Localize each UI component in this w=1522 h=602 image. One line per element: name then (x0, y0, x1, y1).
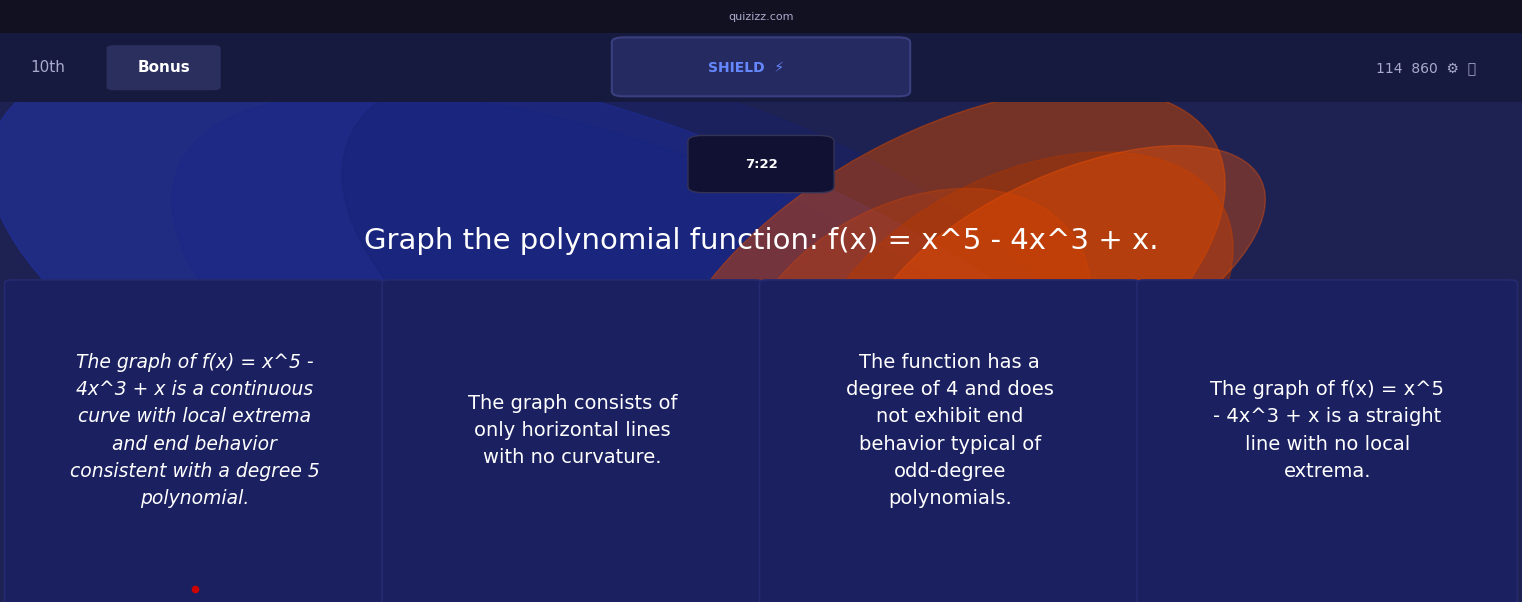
Text: SHIELD  ⚡: SHIELD ⚡ (708, 61, 784, 75)
Ellipse shape (735, 188, 1091, 486)
FancyBboxPatch shape (612, 37, 910, 96)
Text: Bonus: Bonus (139, 60, 190, 75)
Text: 10th: 10th (30, 60, 65, 75)
FancyBboxPatch shape (688, 135, 834, 193)
FancyBboxPatch shape (107, 45, 221, 90)
Text: quizizz.com: quizizz.com (728, 11, 794, 22)
Text: 114  860  ⚙  ⧉: 114 860 ⚙ ⧉ (1376, 61, 1476, 75)
Text: 7:22: 7:22 (744, 158, 778, 171)
Ellipse shape (866, 146, 1265, 396)
Ellipse shape (807, 152, 1233, 474)
FancyBboxPatch shape (0, 33, 1522, 102)
Ellipse shape (172, 93, 1106, 602)
FancyBboxPatch shape (759, 280, 1140, 602)
Text: The graph consists of
only horizontal lines
with no curvature.: The graph consists of only horizontal li… (467, 394, 677, 467)
Text: The function has a
degree of 4 and does
not exhibit end
behavior typical of
odd-: The function has a degree of 4 and does … (846, 353, 1053, 508)
Ellipse shape (662, 88, 1225, 489)
FancyBboxPatch shape (5, 280, 385, 602)
FancyBboxPatch shape (1137, 280, 1517, 602)
FancyBboxPatch shape (382, 280, 763, 602)
Text: The graph of f(x) = x^5 -
4x^3 + x is a continuous
curve with local extrema
and : The graph of f(x) = x^5 - 4x^3 + x is a … (70, 353, 320, 508)
FancyBboxPatch shape (0, 0, 1522, 33)
Text: The graph of f(x) = x^5
- 4x^3 + x is a straight
line with no local
extrema.: The graph of f(x) = x^5 - 4x^3 + x is a … (1210, 380, 1444, 481)
Ellipse shape (0, 44, 1169, 602)
Ellipse shape (342, 64, 1119, 538)
Text: Graph the polynomial function: f(x) = x^5 - 4x^3 + x.: Graph the polynomial function: f(x) = x^… (364, 227, 1158, 255)
